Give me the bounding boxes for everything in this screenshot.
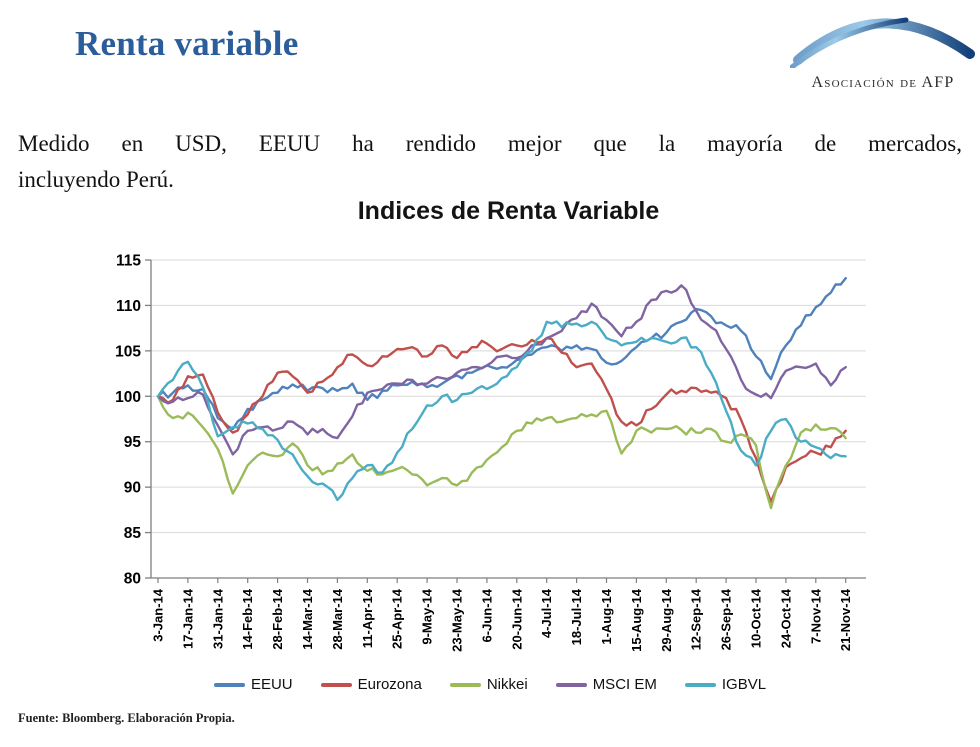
legend-item-nikkei: Nikkei	[449, 676, 528, 693]
legend-swatch-icon	[449, 682, 481, 687]
legend-label: Eurozona	[357, 676, 422, 693]
x-tick-label: 6-Jun-14	[479, 588, 494, 642]
x-tick-label: 31-Jan-14	[210, 588, 225, 649]
y-tick-label: 95	[124, 434, 142, 451]
x-tick-label: 23-May-14	[450, 588, 465, 652]
x-tick-label: 9-May-14	[420, 588, 435, 644]
series-line-eeuu	[156, 277, 847, 431]
x-tick-label: 11-Apr-14	[360, 588, 375, 648]
x-tick-label: 15-Aug-14	[629, 588, 644, 652]
legend-label: MSCI EM	[592, 676, 657, 693]
legend-item-igbvl: IGBVL	[684, 676, 767, 693]
legend-swatch-icon	[555, 682, 587, 687]
logo-text: Asociación de AFP	[811, 74, 955, 91]
legend-item-eurozona: Eurozona	[320, 676, 422, 693]
x-tick-label: 14-Feb-14	[240, 588, 255, 649]
series-line-igbvl	[156, 320, 847, 502]
body-line-1: Medido en USD, EEUU ha rendido mejor que…	[18, 131, 962, 156]
legend-label: IGBVL	[721, 676, 767, 693]
x-tick-label: 24-Oct-14	[778, 588, 793, 648]
logo-swoosh-icon	[789, 17, 975, 70]
legend-item-msci-em: MSCI EM	[555, 676, 657, 693]
chart-title: Indices de Renta Variable	[357, 197, 660, 225]
series-line-nikkei	[156, 395, 847, 510]
y-tick-label: 105	[115, 343, 141, 360]
x-tick-label: 17-Jan-14	[180, 588, 195, 649]
x-tick-label: 28-Mar-14	[330, 588, 345, 649]
x-tick-label: 29-Aug-14	[659, 588, 674, 652]
x-tick-label: 3-Jan-14	[151, 588, 166, 642]
y-tick-label: 90	[124, 480, 141, 497]
source-footer: Fuente: Bloomberg. Elaboración Propia.	[18, 711, 235, 725]
legend-swatch-icon	[684, 682, 716, 687]
x-tick-label: 7-Nov-14	[808, 588, 823, 644]
x-tick-label: 28-Feb-14	[270, 588, 285, 649]
slide-body-text: Medido en USD, EEUU ha rendido mejor que…	[18, 126, 962, 198]
y-tick-label: 110	[116, 298, 141, 315]
chart-legend: EEUU Eurozona Nikkei MSCI EM IGBVL	[0, 676, 980, 693]
x-tick-label: 12-Sep-14	[689, 588, 704, 650]
x-tick-label: 20-Jun-14	[509, 588, 524, 649]
x-tick-label: 4-Jul-14	[539, 588, 554, 638]
y-tick-label: 115	[116, 253, 141, 270]
x-tick-label: 1-Aug-14	[599, 588, 614, 644]
y-tick-label: 80	[124, 571, 141, 588]
x-tick-label: 25-Apr-14	[390, 588, 405, 649]
line-chart-plot-area: 80 85 90 95 100 105 110 115 3-Jan-14 17-Jan-14 31-…	[115, 253, 866, 652]
x-tick-label: 26-Sep-14	[719, 588, 734, 650]
legend-label: EEUU	[250, 676, 293, 693]
body-line-2: incluyendo Perú.	[18, 167, 174, 192]
legend-label: Nikkei	[486, 676, 528, 693]
legend-swatch-icon	[320, 682, 352, 687]
legend-swatch-icon	[213, 682, 245, 687]
asociacion-afp-logo: Asociación de AFP	[789, 6, 976, 92]
x-tick-label: 14-Mar-14	[300, 588, 315, 649]
series-line-eurozona	[156, 336, 847, 503]
x-tick-label: 18-Jul-14	[569, 588, 584, 645]
series-line-msci-em	[156, 284, 847, 456]
slide-title: Renta variable	[75, 24, 299, 63]
legend-item-eeuu: EEUU	[213, 676, 293, 693]
x-tick-label: 10-Oct-14	[749, 588, 764, 648]
y-tick-label: 100	[115, 389, 141, 406]
y-tick-label: 85	[124, 525, 142, 542]
x-tick-label: 21-Nov-14	[838, 588, 853, 651]
